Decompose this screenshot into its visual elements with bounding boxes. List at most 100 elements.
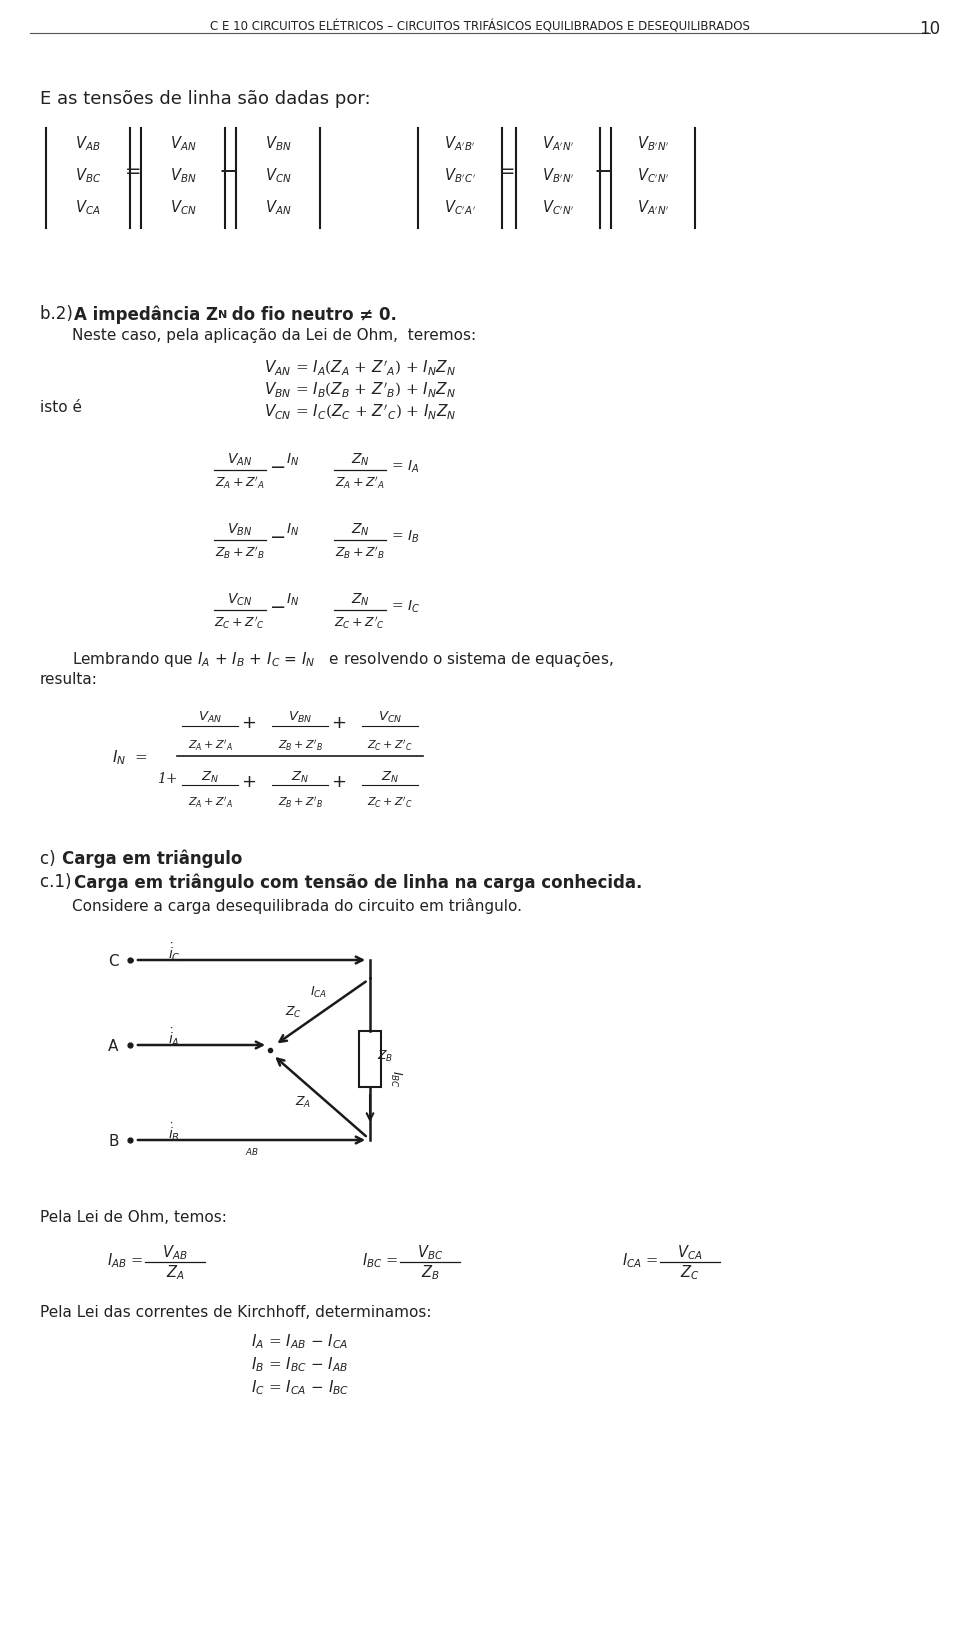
Text: Lembrando que $I_A$ + $I_B$ + $I_C$ = $I_N$   e resolvendo o sistema de equações: Lembrando que $I_A$ + $I_B$ + $I_C$ = $I… [72,650,613,668]
Text: $Z_B+Z'_B$: $Z_B+Z'_B$ [277,796,323,811]
Text: $V_{A'N'}$: $V_{A'N'}$ [541,134,574,154]
Text: −: − [218,161,238,183]
Text: $V_{C'N'}$: $V_{C'N'}$ [541,198,574,218]
Text: $V_{AB}$: $V_{AB}$ [162,1243,188,1263]
Text: $V_{AN}$: $V_{AN}$ [170,134,196,154]
Text: $Z_B + Z'_B$: $Z_B + Z'_B$ [215,545,265,562]
Text: $Z_B + Z'_B$: $Z_B + Z'_B$ [335,545,385,562]
Text: $V_{C'A'}$: $V_{C'A'}$ [444,198,476,218]
Text: isto é: isto é [40,400,82,414]
Text: $I_N$: $I_N$ [286,591,300,608]
Text: Considere a carga desequilibrada do circuito em triângulo.: Considere a carga desequilibrada do circ… [72,898,522,914]
Text: $\.{i}_A$: $\.{i}_A$ [168,1027,180,1048]
Text: −: − [593,161,612,183]
Text: Carga em triângulo: Carga em triângulo [62,850,242,868]
Text: $Z_N$: $Z_N$ [201,770,219,785]
Text: $Z_A$: $Z_A$ [166,1263,184,1283]
Text: $V_{BN}$: $V_{BN}$ [228,523,252,539]
Text: $V_{A'N'}$: $V_{A'N'}$ [636,198,669,218]
Text: $V_{BC}$: $V_{BC}$ [417,1243,444,1263]
Text: B: B [108,1133,118,1148]
Text: =: = [499,162,516,182]
Text: A impedância Z: A impedância Z [74,305,218,323]
Text: $V_{B'N'}$: $V_{B'N'}$ [541,167,574,185]
Text: $\.{i}_C$: $\.{i}_C$ [168,942,180,965]
Text: $Z_C+Z'_C$: $Z_C+Z'_C$ [368,739,413,753]
Text: $I_{BC}$: $I_{BC}$ [388,1070,403,1088]
Text: $Z_C$: $Z_C$ [285,1006,302,1020]
Text: $Z_N$: $Z_N$ [350,452,370,468]
Text: $I_N$: $I_N$ [286,452,300,468]
Text: $V_{AN}$ = $I_A$($Z_A$ + $Z'_A$) + $I_N$$Z_N$: $V_{AN}$ = $I_A$($Z_A$ + $Z'_A$) + $I_N$… [264,359,456,377]
Text: =: = [125,162,141,182]
Text: +: + [241,773,256,791]
Text: c): c) [40,850,66,868]
Text: $V_{CN}$: $V_{CN}$ [378,709,402,724]
Text: $I_{CA}$: $I_{CA}$ [310,984,327,1001]
Text: $V_{BN}$: $V_{BN}$ [265,134,291,154]
Text: $Z_C$: $Z_C$ [681,1263,700,1283]
Text: A: A [108,1038,118,1053]
Text: $I_A$ = $I_{AB}$ − $I_{CA}$: $I_A$ = $I_{AB}$ − $I_{CA}$ [252,1332,348,1351]
Text: $V_{AB}$: $V_{AB}$ [75,134,101,154]
Text: $Z_A+Z'_A$: $Z_A+Z'_A$ [187,739,232,753]
Text: $Z_A + Z'_A$: $Z_A + Z'_A$ [335,475,385,491]
Text: $Z_B$: $Z_B$ [377,1048,394,1065]
Text: $I_B$ = $I_{BC}$ − $I_{AB}$: $I_B$ = $I_{BC}$ − $I_{AB}$ [252,1355,348,1374]
Text: −: − [270,598,286,616]
Text: $Z_N$: $Z_N$ [350,523,370,539]
Text: $V_{CA}$: $V_{CA}$ [75,198,101,218]
Text: C: C [108,953,119,970]
Bar [359,1030,381,1088]
Text: $V_{CN}$ = $I_C$($Z_C$ + $Z'_C$) + $I_N$$Z_N$: $V_{CN}$ = $I_C$($Z_C$ + $Z'_C$) + $I_N$… [264,401,456,421]
Text: $Z_C + Z'_C$: $Z_C + Z'_C$ [334,614,386,631]
Text: $Z_C + Z'_C$: $Z_C + Z'_C$ [214,614,266,631]
Text: = $I_C$: = $I_C$ [391,600,420,616]
Text: +: + [241,714,256,732]
Text: −: − [270,527,286,547]
Text: $I_{BC}$ =: $I_{BC}$ = [362,1251,398,1271]
Text: $V_{CA}$: $V_{CA}$ [677,1243,703,1263]
Text: $Z_B$: $Z_B$ [420,1263,440,1283]
Text: $Z_C+Z'_C$: $Z_C+Z'_C$ [368,796,413,811]
Text: $V_{CN}$: $V_{CN}$ [170,198,196,218]
Text: $V_{AN}$: $V_{AN}$ [228,452,252,468]
Text: $Z_N$: $Z_N$ [350,591,370,608]
Text: $_{AB}$: $_{AB}$ [245,1145,259,1158]
Text: $I_N$  =: $I_N$ = [112,749,148,767]
Text: $I_C$ = $I_{CA}$ − $I_{BC}$: $I_C$ = $I_{CA}$ − $I_{BC}$ [251,1378,349,1397]
Text: $I_{AB}$ =: $I_{AB}$ = [107,1251,143,1271]
Text: $V_{CN}$: $V_{CN}$ [228,591,252,608]
Text: +: + [331,773,346,791]
Text: $V_{BC}$: $V_{BC}$ [75,167,101,185]
Text: $I_{CA}$ =: $I_{CA}$ = [622,1251,658,1271]
Text: $V_{AN}$: $V_{AN}$ [198,709,222,724]
Text: $Z_B+Z'_B$: $Z_B+Z'_B$ [277,739,323,753]
Text: = $I_B$: = $I_B$ [391,529,420,545]
Text: $V_{B'N'}$: $V_{B'N'}$ [636,134,669,154]
Text: $Z_A$: $Z_A$ [295,1094,311,1111]
Text: Carga em triângulo com tensão de linha na carga conhecida.: Carga em triângulo com tensão de linha n… [74,873,642,891]
Text: $V_{BN}$: $V_{BN}$ [170,167,196,185]
Text: Neste caso, pela aplicação da Lei de Ohm,  teremos:: Neste caso, pela aplicação da Lei de Ohm… [72,328,476,342]
Text: $V_{BN}$ = $I_B$($Z_B$ + $Z'_B$) + $I_N$$Z_N$: $V_{BN}$ = $I_B$($Z_B$ + $Z'_B$) + $I_N$… [264,380,456,400]
Text: −: − [270,457,286,477]
Text: $Z_N$: $Z_N$ [381,770,399,785]
Text: $Z_A+Z'_A$: $Z_A+Z'_A$ [187,796,232,811]
Text: +: + [331,714,346,732]
Text: 10: 10 [919,20,940,38]
Text: $V_{A'B'}$: $V_{A'B'}$ [444,134,476,154]
Text: C E 10 CIRCUITOS ELÉTRICOS – CIRCUITOS TRIFÁSICOS EQUILIBRADOS E DESEQUILIBRADOS: C E 10 CIRCUITOS ELÉTRICOS – CIRCUITOS T… [210,20,750,33]
Text: $\.{i}_B$: $\.{i}_B$ [168,1122,180,1143]
Text: $V_{CN}$: $V_{CN}$ [265,167,291,185]
Text: $Z_N$: $Z_N$ [291,770,309,785]
Text: $V_{C'N'}$: $V_{C'N'}$ [636,167,669,185]
Text: do fio neutro ≠ 0.: do fio neutro ≠ 0. [226,305,396,323]
Text: .: . [232,850,237,868]
Text: Pela Lei das correntes de Kirchhoff, determinamos:: Pela Lei das correntes de Kirchhoff, det… [40,1305,431,1320]
Text: $I_N$: $I_N$ [286,523,300,539]
Text: $V_{BN}$: $V_{BN}$ [288,709,312,724]
Text: E as tensões de linha são dadas por:: E as tensões de linha são dadas por: [40,90,371,108]
Text: 1+: 1+ [157,771,178,786]
Text: resulta:: resulta: [40,672,98,686]
